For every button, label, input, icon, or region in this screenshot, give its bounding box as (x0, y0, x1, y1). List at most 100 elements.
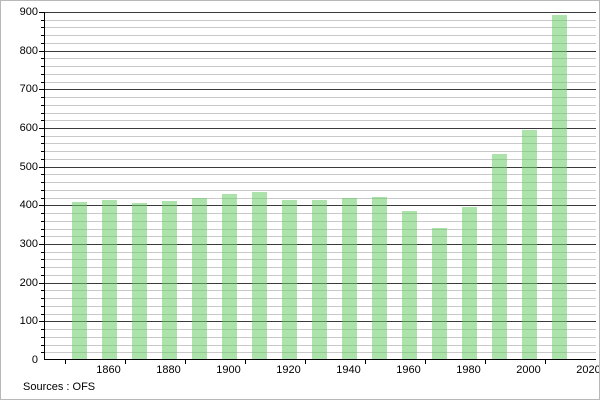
bar-1860 (102, 200, 117, 359)
major-gridline (45, 128, 596, 129)
y-axis-minor-tick (41, 182, 45, 183)
y-axis-minor-tick (41, 97, 45, 98)
minor-gridline (45, 97, 596, 98)
y-axis-minor-tick (41, 306, 45, 307)
y-axis-label: 600 (19, 122, 38, 134)
bar-1950 (372, 197, 387, 359)
bar-1970 (432, 228, 447, 359)
y-axis-major-tick (39, 244, 45, 245)
y-axis-minor-tick (41, 35, 45, 36)
bar-1980 (462, 207, 477, 359)
major-gridline (45, 12, 596, 13)
bar-1900 (222, 194, 237, 359)
y-axis-label: 900 (19, 6, 38, 18)
x-axis-label: 1920 (276, 364, 301, 376)
plot-area (39, 12, 596, 364)
bar-1930 (312, 200, 327, 359)
y-axis-minor-tick (41, 198, 45, 199)
minor-gridline (45, 20, 596, 21)
x-axis-tick (544, 360, 546, 364)
y-axis-label: 100 (19, 315, 38, 327)
minor-gridline (45, 143, 596, 144)
y-axis-label: 500 (19, 161, 38, 173)
x-axis-label: 1900 (216, 364, 241, 376)
y-axis-minor-tick (41, 213, 45, 214)
y-axis-minor-tick (41, 314, 45, 315)
minor-gridline (45, 35, 596, 36)
y-axis-minor-tick (41, 159, 45, 160)
y-axis-minor-tick (41, 329, 45, 330)
y-axis-minor-tick (41, 174, 45, 175)
minor-gridline (45, 27, 596, 28)
minor-gridline (45, 120, 596, 121)
major-gridline (45, 89, 596, 90)
y-axis-minor-tick (41, 221, 45, 222)
minor-gridline (45, 198, 596, 199)
y-axis-minor-tick (41, 229, 45, 230)
x-axis-tick (304, 360, 306, 364)
y-axis-minor-tick (41, 105, 45, 106)
y-axis-minor-tick (41, 58, 45, 59)
bar-2010 (552, 15, 567, 359)
bar-1920 (282, 200, 297, 359)
bar-2000 (522, 130, 537, 359)
minor-gridline (45, 151, 596, 152)
bar-1960 (402, 211, 417, 359)
x-axis-label: 1980 (456, 364, 481, 376)
y-axis-minor-tick (41, 275, 45, 276)
y-axis-minor-tick (41, 290, 45, 291)
x-axis-tick (424, 360, 426, 364)
minor-gridline (45, 66, 596, 67)
minor-gridline (45, 174, 596, 175)
y-axis-major-tick (39, 12, 45, 13)
y-axis-minor-tick (41, 66, 45, 67)
y-axis-minor-tick (41, 27, 45, 28)
y-axis-minor-tick (41, 143, 45, 144)
y-axis-minor-tick (41, 113, 45, 114)
y-axis-label: 400 (19, 199, 38, 211)
minor-gridline (45, 113, 596, 114)
y-axis-minor-tick (41, 236, 45, 237)
y-axis-minor-tick (41, 345, 45, 346)
x-axis-label: 2000 (516, 364, 541, 376)
bar-1910 (252, 192, 267, 359)
x-axis-label: 1860 (96, 364, 121, 376)
y-axis-major-tick (39, 205, 45, 206)
y-axis-major-tick (39, 167, 45, 168)
y-axis-label: 200 (19, 277, 38, 289)
y-axis-minor-tick (41, 259, 45, 260)
bar-1870 (132, 203, 147, 359)
y-axis-minor-tick (41, 136, 45, 137)
bar-1890 (192, 198, 207, 359)
y-axis-minor-tick (41, 82, 45, 83)
x-axis-tick (364, 360, 366, 364)
y-axis-minor-tick (41, 43, 45, 44)
bar-1990 (492, 154, 507, 359)
y-axis-major-tick (39, 321, 45, 322)
y-axis-minor-tick (41, 252, 45, 253)
y-axis-minor-tick (41, 190, 45, 191)
y-axis-minor-tick (41, 151, 45, 152)
x-axis-tick (184, 360, 186, 364)
y-axis-minor-tick (41, 298, 45, 299)
y-axis-minor-tick (41, 20, 45, 21)
y-axis-minor-tick (41, 337, 45, 338)
y-axis-minor-tick (41, 120, 45, 121)
x-axis-tick (64, 360, 66, 364)
major-gridline (45, 51, 596, 52)
y-axis-minor-tick (41, 267, 45, 268)
minor-gridline (45, 182, 596, 183)
minor-gridline (45, 190, 596, 191)
y-axis-label: 0 (31, 354, 38, 366)
bar-1940 (342, 198, 357, 359)
y-axis-major-tick (39, 89, 45, 90)
x-axis-tick (484, 360, 486, 364)
source-note: Sources : OFS (23, 381, 96, 393)
minor-gridline (45, 105, 596, 106)
y-axis-major-tick (39, 283, 45, 284)
x-axis-label: 1940 (336, 364, 361, 376)
y-axis-label: 700 (19, 83, 38, 95)
y-axis-major-tick (39, 128, 45, 129)
minor-gridline (45, 58, 596, 59)
y-axis-minor-tick (41, 352, 45, 353)
